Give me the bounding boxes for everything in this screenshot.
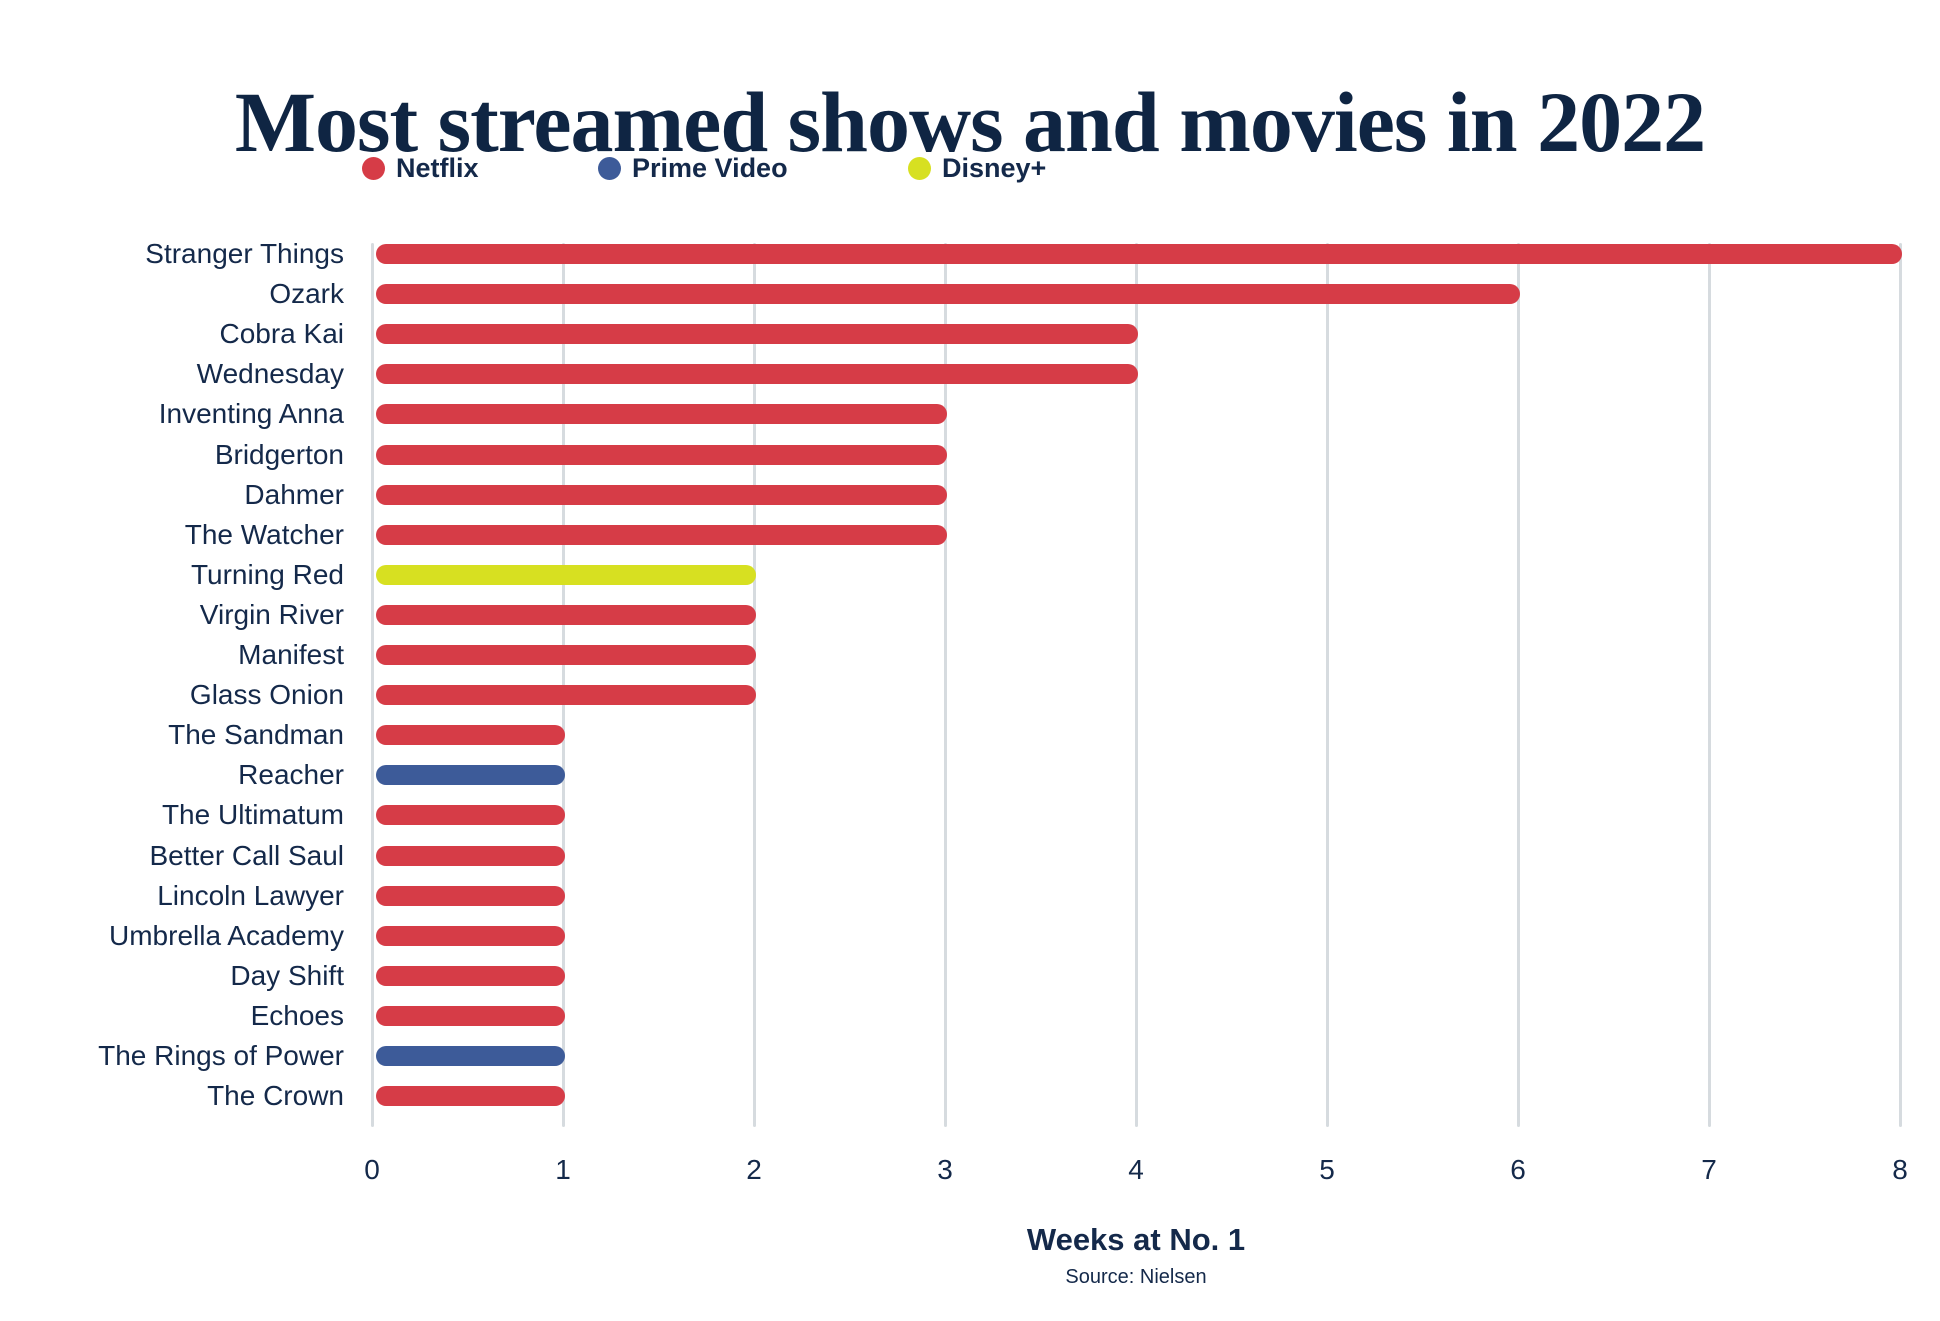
gridline-x-3 (943, 243, 947, 1127)
bar-umbrella-academy (376, 925, 565, 946)
x-tick-label-0: 0 (364, 1154, 380, 1185)
bar-the-watcher (376, 524, 947, 545)
bar-ozark (376, 284, 1520, 305)
bar-the-crown (376, 1086, 565, 1107)
bar-glass-onion (376, 685, 756, 706)
bar-manifest (376, 645, 756, 665)
gridline-x-4 (1134, 243, 1138, 1127)
gridline-x-7 (1707, 243, 1711, 1127)
bar-bridgerton (376, 444, 947, 465)
category-label: Virgin River (199, 598, 344, 630)
category-label: Bridgerton (214, 438, 344, 470)
category-label: The Ultimatum (161, 799, 344, 831)
bar-lincoln-lawyer (376, 885, 565, 906)
bar-the-rings-of-power (376, 1046, 565, 1066)
legend-dot-icon (362, 156, 385, 180)
category-label: The Sandman (168, 719, 344, 751)
bar-reacher (376, 765, 565, 786)
x-tick-label-4: 4 (1128, 1154, 1144, 1185)
category-label: Echoes (250, 999, 344, 1031)
bar-cobra-kai (376, 324, 1138, 345)
category-label: Umbrella Academy (109, 919, 344, 951)
category-label: Manifest (238, 639, 344, 670)
category-label: Glass Onion (189, 679, 344, 711)
bar-echoes (376, 1005, 565, 1026)
category-label: Turning Red (190, 558, 344, 590)
legend-dot-icon (598, 156, 621, 180)
x-tick-label-7: 7 (1701, 1154, 1717, 1185)
category-label: Reacher (238, 759, 344, 791)
x-tick-label-3: 3 (937, 1154, 953, 1185)
bar-the-sandman (376, 725, 565, 746)
bar-better-call-saul (376, 845, 565, 866)
gridline-x-6 (1516, 243, 1520, 1127)
legend-label: Netflix (396, 153, 479, 183)
category-label: Lincoln Lawyer (157, 879, 344, 911)
bar-virgin-river (376, 604, 756, 625)
gridline-x-1 (561, 243, 565, 1127)
legend-dot-icon (908, 156, 931, 180)
bar-the-ultimatum (376, 805, 565, 826)
category-label: Better Call Saul (149, 839, 344, 871)
legend-item-prime-video: Prime Video (598, 152, 788, 184)
category-label: Wednesday (196, 358, 344, 390)
category-label: Dahmer (244, 478, 344, 510)
category-label: Day Shift (230, 959, 344, 991)
category-label: The Crown (207, 1080, 344, 1112)
legend-label: Disney+ (942, 153, 1047, 183)
gridline-x-0 (370, 243, 374, 1127)
category-label: Stranger Things (145, 238, 344, 269)
x-tick-label-2: 2 (746, 1154, 762, 1185)
x-tick-label-6: 6 (1510, 1154, 1526, 1185)
bar-stranger-things (376, 244, 1902, 264)
category-label: Ozark (269, 278, 344, 310)
x-tick-label-5: 5 (1319, 1154, 1335, 1185)
gridline-x-5 (1325, 243, 1329, 1127)
legend-item-netflix: Netflix (362, 152, 479, 184)
gridline-x-2 (752, 243, 756, 1127)
category-label: The Watcher (184, 518, 344, 550)
category-label: Cobra Kai (219, 318, 344, 350)
x-tick-label-8: 8 (1892, 1154, 1908, 1185)
legend-item-disney-: Disney+ (908, 152, 1046, 184)
bar-dahmer (376, 484, 947, 505)
bar-turning-red (376, 564, 756, 585)
bar-inventing-anna (376, 404, 947, 425)
x-tick-label-1: 1 (555, 1154, 571, 1185)
category-label: The Rings of Power (98, 1040, 344, 1071)
source-note: Source: Nielsen (1065, 1266, 1207, 1288)
category-label: Inventing Anna (158, 398, 344, 430)
chart-title: Most streamed shows and movies in 2022 (234, 73, 1706, 170)
bar-wednesday (376, 364, 1138, 385)
legend-label: Prime Video (632, 153, 788, 183)
gridline-x-8 (1898, 243, 1902, 1127)
x-axis-title: Weeks at No. 1 (1026, 1222, 1246, 1257)
bar-day-shift (376, 965, 565, 986)
